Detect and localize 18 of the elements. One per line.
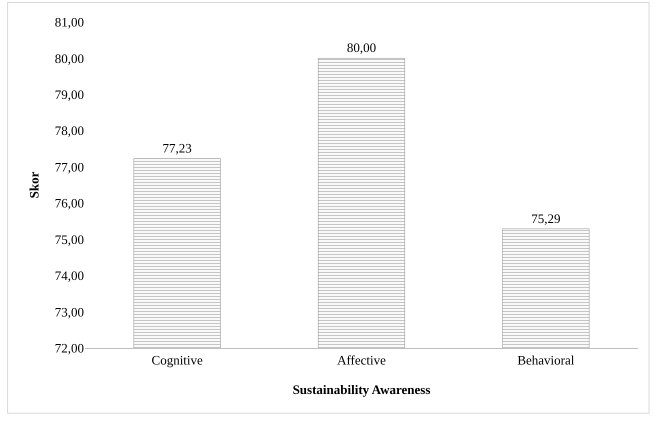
x-tick-label: Cognitive [152, 352, 204, 368]
y-tick-label: 76,00 [54, 196, 84, 211]
y-tick-label: 79,00 [54, 86, 84, 102]
y-tick-label: 78,00 [54, 123, 84, 138]
y-tick-label: 74,00 [54, 268, 84, 284]
data-label: 80,00 [346, 40, 376, 56]
y-tick-label: 80,00 [54, 50, 84, 66]
y-tick-label: 75,00 [54, 232, 84, 247]
y-tick-label: 77,00 [54, 159, 84, 174]
y-tick-label: 72,00 [54, 340, 84, 356]
x-tick-label: Behavioral [517, 352, 575, 368]
data-label: 75,29 [531, 210, 560, 226]
data-label: 77,23 [162, 140, 192, 156]
x-tick-label: Affective [337, 352, 386, 368]
y-tick-label: 73,00 [54, 304, 84, 320]
x-axis-title: Sustainability Awareness [292, 382, 430, 398]
y-tick-label: 81,00 [54, 14, 84, 30]
y-axis-title: Skor [26, 171, 42, 198]
